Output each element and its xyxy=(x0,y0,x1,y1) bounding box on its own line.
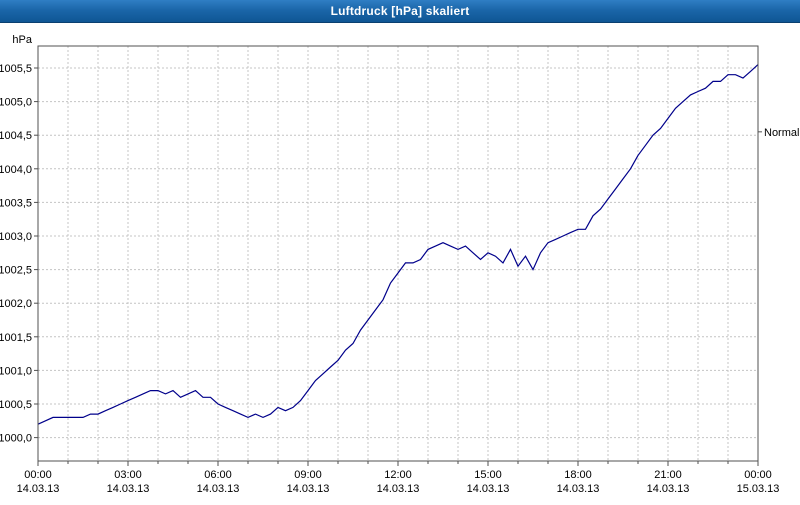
x-tick-date: 14.03.13 xyxy=(17,483,60,495)
y-axis-labels: 1005,5 1005,0 1004,5 1004,0 1003,5 1003,0 1002… xyxy=(0,34,38,445)
normal-label: Normal xyxy=(764,127,799,139)
x-tick-time: 18:00 xyxy=(564,469,592,481)
y-tick-label: 1004,5 xyxy=(0,130,32,142)
y-tick-label: 1003,0 xyxy=(0,231,32,243)
y-tick-label: 1002,5 xyxy=(0,265,32,277)
y-tick-label: 1005,5 xyxy=(0,63,32,75)
x-tick-date: 14.03.13 xyxy=(107,483,150,495)
y-axis-unit-label: hPa xyxy=(12,34,32,46)
x-tick-time: 06:00 xyxy=(204,469,232,481)
x-tick-date: 14.03.13 xyxy=(377,483,420,495)
chart-area: 1005,5 1005,0 1004,5 1004,0 1003,5 1003,0 1002… xyxy=(0,23,800,500)
y-tick-label: 1000,5 xyxy=(0,399,32,411)
y-tick-label: 1001,0 xyxy=(0,365,32,377)
x-tick-time: 09:00 xyxy=(294,469,322,481)
x-tick-time: 12:00 xyxy=(384,469,412,481)
x-tick-time: 15:00 xyxy=(474,469,502,481)
x-tick-time: 03:00 xyxy=(114,469,142,481)
y-tick-label: 1005,0 xyxy=(0,97,32,109)
y-tick-label: 1000,0 xyxy=(0,433,32,445)
x-tick-date: 14.03.13 xyxy=(467,483,510,495)
chart-svg: 1005,5 1005,0 1004,5 1004,0 1003,5 1003,0 1002… xyxy=(0,34,799,495)
x-tick-time: 00:00 xyxy=(24,469,52,481)
x-axis-labels: 00:00 14.03.13 03:00 14.03.13 06:00 14.03.13 0… xyxy=(17,461,780,495)
x-tick-time: 21:00 xyxy=(654,469,682,481)
grid-lines xyxy=(38,46,758,461)
y-tick-label: 1003,5 xyxy=(0,197,32,209)
x-tick-date: 14.03.13 xyxy=(647,483,690,495)
y-tick-label: 1001,5 xyxy=(0,332,32,344)
y-tick-label: 1004,0 xyxy=(0,164,32,176)
x-tick-date: 15.03.13 xyxy=(737,483,780,495)
title-bar: Luftdruck [hPa] skaliert xyxy=(0,0,800,23)
normal-annotation: Normal xyxy=(758,127,799,139)
x-tick-date: 14.03.13 xyxy=(287,483,330,495)
pressure-line xyxy=(37,64,759,425)
x-tick-date: 14.03.13 xyxy=(557,483,600,495)
x-tick-date: 14.03.13 xyxy=(197,483,240,495)
chart-title: Luftdruck [hPa] skaliert xyxy=(330,4,470,18)
y-tick-label: 1002,0 xyxy=(0,298,32,310)
x-tick-time: 00:00 xyxy=(744,469,772,481)
